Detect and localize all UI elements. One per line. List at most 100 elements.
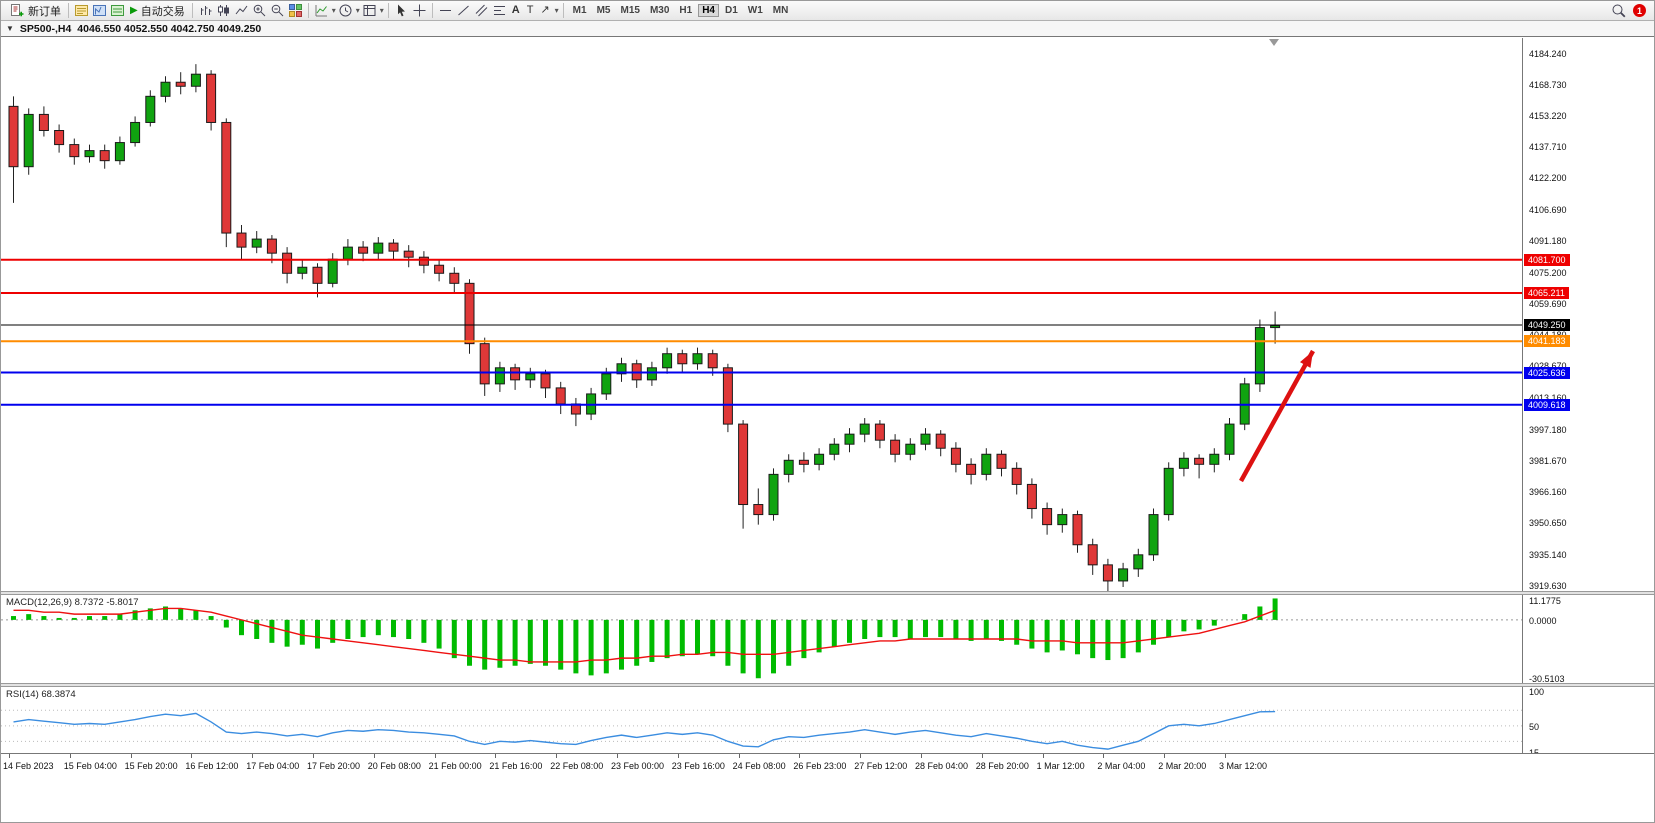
macd-panel[interactable] bbox=[1, 595, 1522, 683]
price-axis-label: 4122.200 bbox=[1529, 173, 1567, 184]
auto-trading-button[interactable]: ▶ 自动交易 bbox=[127, 2, 188, 20]
bull-candle bbox=[844, 433, 855, 445]
new-order-button[interactable]: 新订单 bbox=[5, 2, 64, 20]
periods-icon[interactable] bbox=[337, 2, 354, 19]
time-tick bbox=[1164, 754, 1166, 758]
bull-candle bbox=[646, 367, 657, 381]
bear-candle bbox=[312, 266, 323, 284]
chart-title-bar: ▼ SP500-,H4 4046.550 4052.550 4042.750 4… bbox=[1, 21, 1654, 37]
trend-arrow[interactable] bbox=[1239, 349, 1315, 483]
timeframe-d1[interactable]: D1 bbox=[724, 5, 738, 16]
chart-menu-icon[interactable]: ▼ bbox=[6, 24, 14, 33]
price-axis-label: 3966.160 bbox=[1529, 487, 1567, 498]
time-tick bbox=[921, 754, 922, 758]
bear-candle bbox=[99, 150, 110, 162]
bull-candle bbox=[601, 373, 612, 395]
price-axis-label: 4168.730 bbox=[1529, 79, 1567, 90]
channel-icon[interactable] bbox=[473, 2, 490, 19]
tile-windows-icon[interactable] bbox=[287, 2, 304, 19]
bull-candle bbox=[373, 242, 384, 254]
indicators-caret-icon[interactable]: ▾ bbox=[331, 6, 336, 15]
time-tick bbox=[9, 754, 10, 758]
bear-candle bbox=[38, 113, 49, 132]
timeframe-m15[interactable]: M15 bbox=[620, 5, 640, 16]
timeframe-w1[interactable]: W1 bbox=[747, 5, 763, 16]
bull-candle bbox=[662, 353, 673, 369]
price-axis-label: 3950.650 bbox=[1529, 518, 1567, 529]
time-tick bbox=[69, 754, 71, 758]
timeframe-m5[interactable]: M5 bbox=[596, 5, 611, 16]
bar-chart-icon[interactable] bbox=[197, 2, 214, 19]
macd-scale-label: -30.5103 bbox=[1529, 674, 1565, 685]
bear-candle bbox=[69, 144, 80, 158]
price-axis-label: 4137.710 bbox=[1529, 142, 1567, 153]
periods-caret-icon[interactable]: ▾ bbox=[355, 6, 360, 15]
trendline-icon[interactable] bbox=[455, 2, 472, 19]
line-chart-icon[interactable] bbox=[233, 2, 250, 19]
timeframe-m30[interactable]: M30 bbox=[649, 5, 670, 16]
time-tick bbox=[677, 754, 679, 758]
time-label: 21 Feb 16:00 bbox=[489, 761, 543, 771]
timeframe-mn[interactable]: MN bbox=[772, 5, 789, 16]
price-axis-label: 4184.240 bbox=[1529, 48, 1567, 59]
bull-candle bbox=[1209, 453, 1220, 465]
chart-shift-marker[interactable] bbox=[1269, 39, 1279, 46]
bear-candle bbox=[798, 459, 809, 465]
panel-splitter[interactable] bbox=[1, 591, 1654, 595]
templates-icon[interactable] bbox=[361, 2, 378, 19]
price-axis: 4184.240 4168.730 4153.220 4137.710 4122.200… bbox=[1522, 38, 1654, 758]
timeframe-h1[interactable]: H1 bbox=[679, 5, 693, 16]
horizontal-line-icon[interactable] bbox=[437, 2, 454, 19]
crosshair-icon[interactable] bbox=[411, 2, 428, 19]
bear-candle bbox=[403, 250, 414, 258]
text-tool-icon[interactable]: A bbox=[511, 4, 520, 16]
market-watch-icon[interactable] bbox=[73, 2, 90, 19]
bear-candle bbox=[738, 423, 749, 506]
search-icon[interactable] bbox=[1610, 2, 1627, 19]
navigator-icon[interactable] bbox=[91, 2, 108, 19]
timeframe-h4[interactable]: H4 bbox=[698, 4, 719, 17]
time-tick bbox=[556, 754, 558, 758]
bull-candle bbox=[1163, 467, 1174, 516]
timeframe-m1[interactable]: M1 bbox=[572, 5, 587, 16]
panel-splitter[interactable] bbox=[1, 683, 1654, 687]
bull-candle bbox=[768, 473, 779, 516]
bull-candle bbox=[1224, 423, 1235, 455]
main-chart[interactable] bbox=[1, 38, 1522, 591]
time-tick bbox=[495, 754, 497, 758]
bull-candle bbox=[859, 423, 870, 435]
time-tick bbox=[1225, 754, 1226, 758]
toolbar-right-group: 1 bbox=[1610, 2, 1650, 19]
time-tick bbox=[617, 754, 618, 758]
arrows-tool-icon[interactable]: ↗ bbox=[540, 4, 550, 16]
arrows-caret-icon[interactable]: ▾ bbox=[554, 6, 559, 15]
candlestick-icon[interactable] bbox=[215, 2, 232, 19]
time-tick bbox=[434, 754, 436, 758]
terminal-icon[interactable] bbox=[109, 2, 126, 19]
zoom-out-icon[interactable] bbox=[269, 2, 286, 19]
bull-candle bbox=[905, 443, 916, 455]
bear-candle bbox=[555, 387, 566, 405]
notification-badge[interactable]: 1 bbox=[1633, 4, 1646, 17]
zoom-in-icon[interactable] bbox=[251, 2, 268, 19]
trend-arrow-head bbox=[1299, 351, 1313, 368]
bear-candle bbox=[479, 343, 490, 385]
price-axis-label: 4075.200 bbox=[1529, 267, 1567, 278]
time-tick bbox=[799, 754, 801, 758]
rsi-panel[interactable] bbox=[1, 687, 1522, 753]
rsi-scale-label: 50 bbox=[1529, 721, 1540, 732]
label-tool-icon[interactable]: T bbox=[526, 4, 534, 16]
indicators-icon[interactable] bbox=[313, 2, 330, 19]
bull-candle bbox=[251, 238, 262, 248]
bull-candle bbox=[114, 142, 125, 162]
time-label: 21 Feb 00:00 bbox=[428, 761, 482, 771]
bull-candle bbox=[981, 453, 992, 475]
bull-candle bbox=[84, 150, 95, 158]
templates-caret-icon[interactable]: ▾ bbox=[379, 6, 384, 15]
fibonacci-icon[interactable] bbox=[491, 2, 508, 19]
bear-candle bbox=[282, 252, 293, 274]
cursor-icon[interactable] bbox=[393, 2, 410, 19]
time-label: 23 Feb 16:00 bbox=[671, 761, 725, 771]
bear-candle bbox=[540, 373, 551, 389]
time-label: 24 Feb 08:00 bbox=[732, 761, 786, 771]
